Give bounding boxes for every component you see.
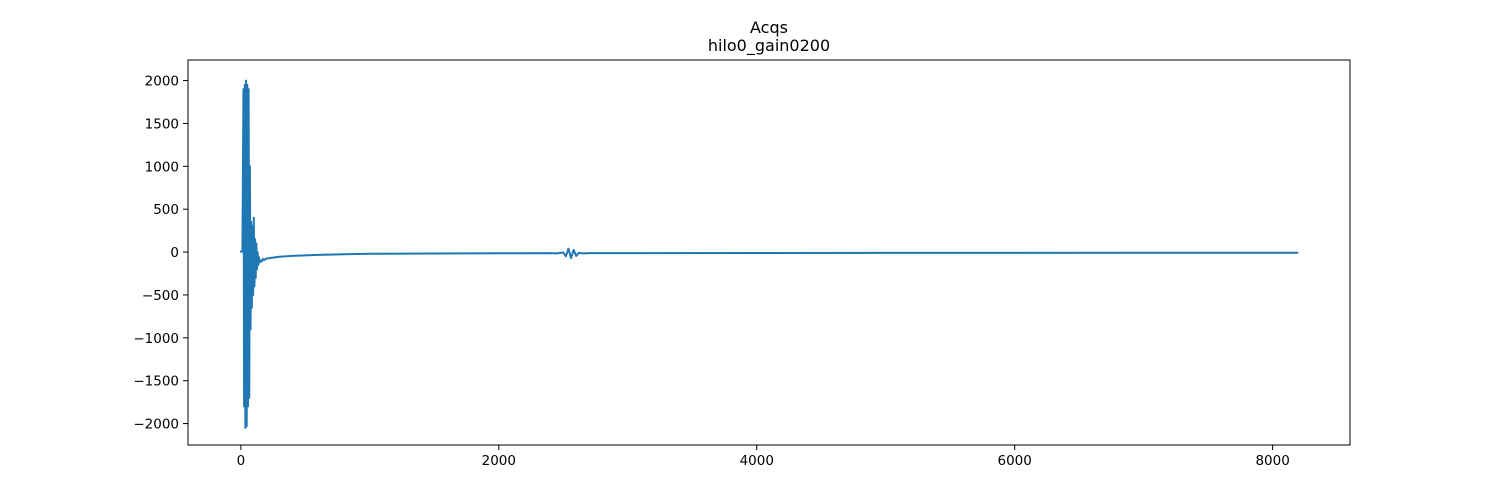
x-tick-label: 2000 — [482, 453, 516, 469]
x-tick-label: 8000 — [1255, 453, 1289, 469]
data-layer — [239, 79, 1299, 429]
x-tick-label: 6000 — [998, 453, 1032, 469]
y-tick-label: 0 — [170, 245, 179, 261]
x-tick-label: 0 — [237, 453, 246, 469]
x-tick-label: 4000 — [740, 453, 774, 469]
y-tick-label: −1500 — [133, 374, 179, 390]
y-tick-label: −1000 — [133, 331, 179, 347]
series-line — [239, 79, 1299, 429]
y-tick-label: 2000 — [145, 74, 179, 90]
axes-layer: 0 2000 4000 6000 8000 2000 1500 1000 500 0 −500 −10… — [133, 59, 1351, 469]
y-tick-label: 1500 — [145, 116, 179, 132]
chart-subtitle: hilo0_gain0200 — [708, 36, 830, 56]
y-tick-label: 1000 — [145, 159, 179, 175]
y-tick-label: −500 — [142, 288, 179, 304]
chart-title: Acqs — [750, 18, 788, 37]
y-tick-label: 500 — [153, 202, 179, 218]
y-tick-label: −2000 — [133, 417, 179, 433]
